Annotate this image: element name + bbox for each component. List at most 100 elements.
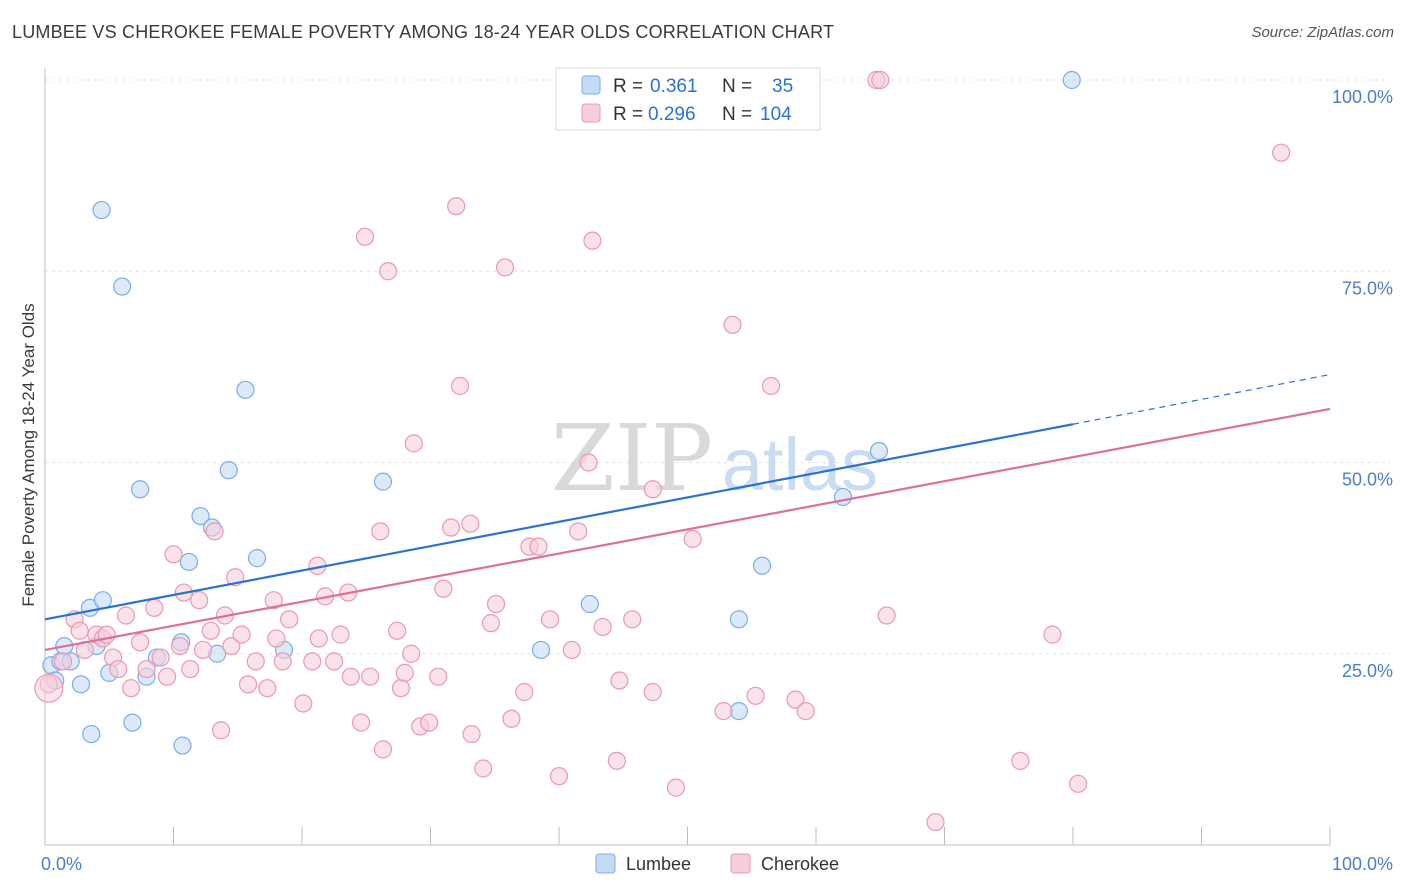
point-cherokee: [164, 545, 183, 564]
point-cherokee: [264, 591, 283, 610]
point-cherokee: [447, 197, 466, 216]
y-tick-label: 25.0%: [1342, 661, 1393, 681]
point-cherokee: [395, 663, 414, 682]
point-lumbee: [130, 480, 150, 499]
point-cherokee: [201, 621, 220, 640]
point-lumbee: [752, 556, 772, 575]
point-cherokee: [170, 636, 190, 656]
point-lumbee: [1062, 70, 1081, 90]
point-cherokee: [796, 702, 815, 721]
point-cherokee: [109, 659, 128, 679]
point-lumbee: [112, 277, 132, 296]
point-cherokee: [53, 652, 73, 671]
point-cherokee: [267, 629, 286, 648]
point-cherokee: [683, 529, 702, 549]
point-cherokee: [462, 724, 481, 744]
stats-n-label-lumbee: N =: [722, 76, 752, 97]
point-cherokee: [495, 258, 515, 277]
point-cherokee: [761, 376, 781, 396]
point-cherokee: [190, 591, 209, 610]
point-cherokee: [1272, 143, 1291, 162]
point-cherokee: [157, 667, 177, 686]
stats-swatch-lumbee: [581, 75, 601, 95]
point-cherokee: [420, 713, 439, 732]
point-cherokee: [352, 713, 371, 732]
legend-label-lumbee: Lumbee: [626, 854, 691, 874]
watermark: ZIP atlas: [551, 405, 878, 512]
x-tick-label-min: 0.0%: [41, 854, 82, 874]
trend-lines: [44, 373, 1331, 652]
point-lumbee: [729, 702, 749, 721]
point-cherokee: [325, 652, 344, 671]
tick-labels: 25.0% 50.0% 75.0% 100.0% 0.0% 100.0%: [41, 87, 1393, 874]
point-cherokee: [373, 740, 393, 759]
point-lumbee: [179, 552, 199, 572]
point-cherokee: [786, 690, 805, 709]
point-cherokee: [926, 812, 945, 832]
point-cherokee: [579, 453, 598, 472]
stats-r-value-lumbee: 0.361: [650, 76, 698, 97]
point-lumbee: [236, 380, 255, 399]
point-cherokee: [70, 621, 89, 640]
point-cherokee: [404, 434, 423, 453]
point-cherokee: [130, 633, 150, 652]
stats-legend: R = 0.361 N = 35 R = 0.296 N = 104: [555, 67, 821, 131]
stats-r-value-cherokee: 0.296: [648, 104, 696, 125]
point-cherokee: [273, 652, 292, 671]
point-cherokee: [549, 767, 569, 786]
stats-n-value-lumbee: 35: [772, 76, 793, 97]
point-lumbee: [869, 441, 889, 461]
y-axis-label: Female Poverty Among 18-24 Year Olds: [19, 303, 38, 606]
point-cherokee: [331, 625, 350, 644]
point-cherokee: [238, 675, 258, 694]
point-cherokee: [232, 625, 251, 644]
point-cherokee: [666, 778, 686, 797]
watermark-zip: ZIP: [551, 405, 713, 512]
watermark-atlas: atlas: [722, 423, 878, 506]
point-cherokee: [222, 636, 241, 656]
point-cherokee: [246, 652, 265, 671]
point-lumbee: [219, 461, 238, 480]
point-cherokee: [303, 652, 322, 671]
point-cherokee: [502, 709, 521, 728]
point-cherokee: [562, 640, 581, 660]
stats-n-value-cherokee: 104: [760, 104, 792, 125]
point-cherokee: [1011, 751, 1030, 770]
data-points: [34, 70, 1291, 832]
point-cherokee: [877, 606, 896, 625]
point-cherokee: [387, 621, 407, 640]
point-cherokee: [723, 315, 742, 334]
point-lumbee: [729, 610, 749, 629]
point-cherokee: [607, 751, 626, 770]
stats-n-label-cherokee: N =: [722, 104, 752, 125]
point-cherokee: [434, 579, 453, 598]
point-cluster-cherokee: [34, 673, 64, 703]
point-cherokee: [486, 594, 506, 614]
point-cherokee: [569, 522, 588, 541]
point-cherokee: [181, 659, 200, 679]
point-cherokee: [1069, 774, 1088, 793]
source-credit: Source: ZipAtlas.com: [1251, 24, 1394, 41]
trend-line-cherokee: [44, 407, 1331, 652]
point-cherokee: [258, 679, 277, 698]
point-cherokee: [361, 667, 380, 686]
point-cherokee: [529, 537, 548, 556]
stats-r-label-lumbee: R =: [613, 76, 643, 97]
point-cherokee: [1043, 625, 1062, 644]
point-cherokee: [461, 514, 480, 533]
point-lumbee: [82, 724, 101, 744]
point-cherokee: [137, 659, 156, 679]
point-cherokee: [205, 522, 224, 541]
y-tick-label: 75.0%: [1342, 278, 1393, 298]
stats-r-label-cherokee: R =: [613, 104, 643, 125]
point-lumbee: [71, 675, 91, 694]
point-cherokee: [441, 518, 461, 537]
point-cherokee: [610, 671, 629, 690]
point-cherokee: [371, 522, 390, 541]
point-cherokee: [540, 610, 560, 629]
legend-swatch-lumbee: [595, 853, 616, 874]
y-tick-label: 50.0%: [1342, 470, 1393, 490]
point-cherokee: [391, 679, 411, 698]
legend-swatch-cherokee: [730, 853, 751, 874]
